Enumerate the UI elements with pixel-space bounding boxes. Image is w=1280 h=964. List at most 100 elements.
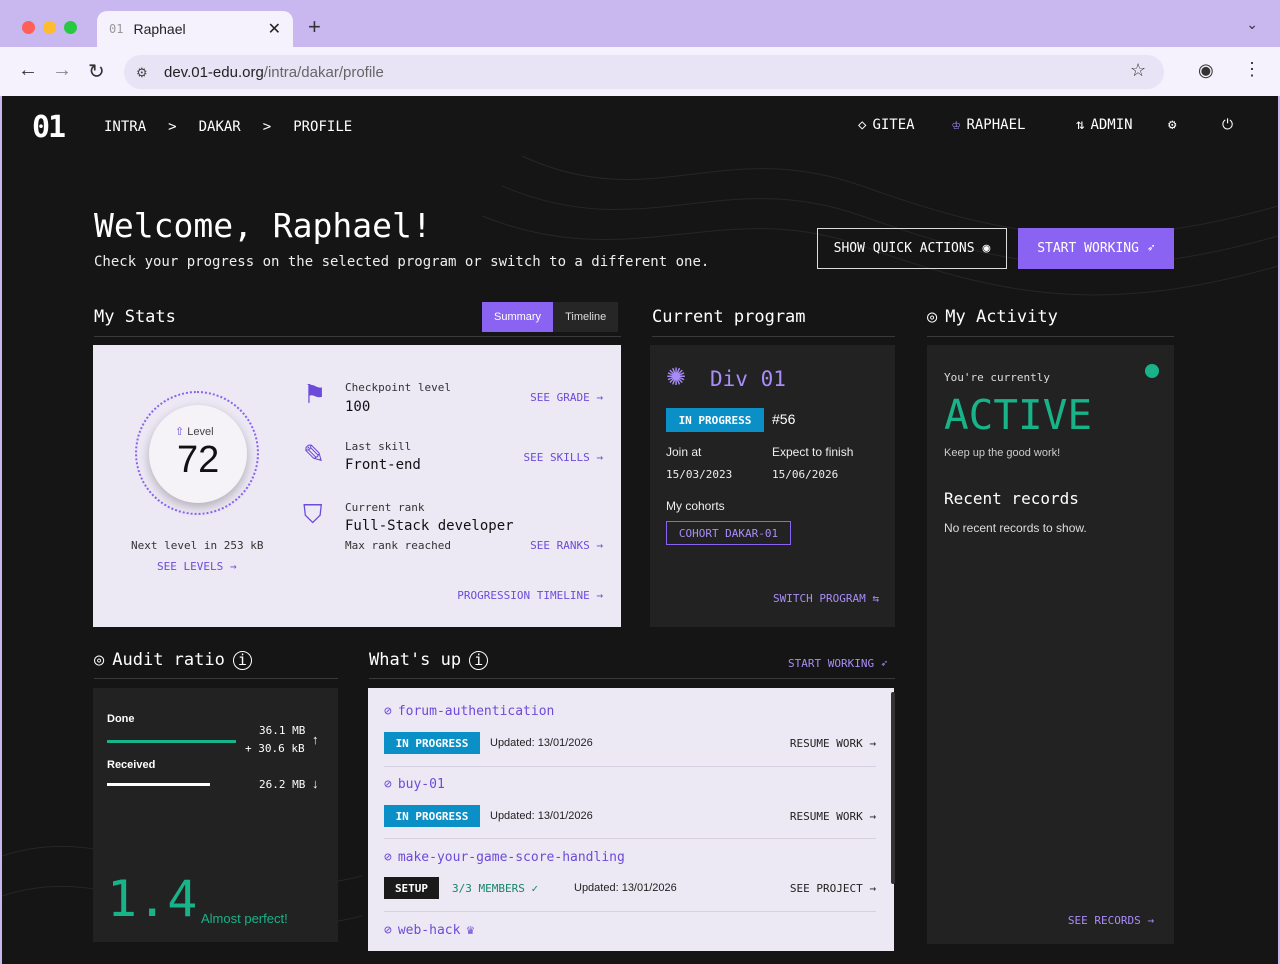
- program-card: ✺ Div 01 IN PROGRESS #56 Join at 15/03/2…: [650, 345, 895, 627]
- whats-up-title: What's up i: [369, 650, 489, 670]
- browser-tab[interactable]: 01 Raphael ✕: [97, 11, 293, 47]
- progression-timeline-link[interactable]: PROGRESSION TIMELINE →: [457, 589, 603, 602]
- list-item: ⊘ make-your-game-score-handling SETUP 3/…: [384, 850, 876, 906]
- see-records-link[interactable]: SEE RECORDS →: [1067, 914, 1154, 927]
- no-records-text: No recent records to show.: [944, 521, 1087, 535]
- top-navigation: 01 INTRA > DAKAR > PROFILE ◇ GITEA ♔ RAP…: [2, 96, 1278, 158]
- browser-menu-icon[interactable]: ⋮: [1243, 59, 1261, 79]
- page-title: Welcome, Raphael!: [94, 206, 432, 245]
- my-stats-title: My Stats: [94, 307, 176, 327]
- tab-list-chevron-icon[interactable]: ⌄: [1246, 16, 1258, 32]
- tools-icon: ✎: [303, 439, 325, 469]
- see-project-link[interactable]: SEE PROJECT →: [789, 882, 876, 895]
- divider: [94, 336, 621, 337]
- whats-up-scrollbar[interactable]: [891, 692, 895, 884]
- address-bar: ← → ↻ dev.01-edu.org/intra/dakar/profile…: [0, 47, 1280, 96]
- tab-number: 01: [109, 22, 124, 36]
- crown-icon: ♛: [466, 923, 475, 938]
- maximize-window-button[interactable]: [64, 21, 77, 34]
- window-controls: [22, 21, 77, 34]
- stats-card: ⇧ Level 72 Next level in 253 kB SEE LEVE…: [93, 345, 621, 627]
- level-progress-ring: [135, 391, 259, 515]
- whats-up-start-working-link[interactable]: START WORKING ➶: [788, 657, 888, 670]
- next-level: Next level in 253 kB: [131, 539, 264, 552]
- project-link[interactable]: ⊘ make-your-game-score-handling: [384, 850, 625, 865]
- cohort-badge[interactable]: COHORT DAKAR-01: [666, 521, 791, 545]
- user-avatar-icon: ♔: [952, 117, 961, 133]
- rank-value: Full-Stack developer: [345, 518, 514, 534]
- breadcrumb: INTRA > DAKAR > PROFILE: [104, 119, 352, 135]
- project-link[interactable]: ⊘ forum-authentication: [384, 704, 554, 719]
- setup-badge: SETUP: [384, 877, 439, 899]
- back-icon[interactable]: ←: [18, 59, 38, 81]
- minimize-window-button[interactable]: [43, 21, 56, 34]
- app-root: 01 INTRA > DAKAR > PROFILE ◇ GITEA ♔ RAP…: [2, 96, 1278, 964]
- bug-icon[interactable]: ⚙: [1168, 117, 1177, 133]
- my-activity-label: My Activity: [945, 307, 1058, 327]
- gitea-label: GITEA: [872, 117, 915, 133]
- page-subtitle: Check your progress on the selected prog…: [94, 254, 710, 270]
- divider: [384, 766, 876, 767]
- see-levels-link[interactable]: SEE LEVELS →: [157, 560, 237, 573]
- reload-icon[interactable]: ↻: [88, 61, 105, 83]
- user-menu[interactable]: ♔ RAPHAEL: [952, 117, 1025, 133]
- finish-date: 15/06/2026: [772, 468, 839, 481]
- activity-state: ACTIVE: [944, 391, 1093, 439]
- level-label-text: Level: [187, 426, 214, 438]
- url-field[interactable]: dev.01-edu.org/intra/dakar/profile: [124, 55, 1164, 89]
- updated-text: Updated: 13/01/2026: [490, 810, 593, 822]
- program-name: Div 01: [710, 367, 786, 391]
- stats-view-toggle: Summary Timeline: [482, 302, 619, 332]
- breadcrumb-profile[interactable]: PROFILE: [293, 119, 353, 135]
- see-skills-link[interactable]: SEE SKILLS →: [523, 451, 603, 464]
- level-label: ⇧ Level: [175, 425, 214, 438]
- logo[interactable]: 01: [32, 110, 66, 145]
- see-grade-link[interactable]: SEE GRADE →: [530, 391, 603, 404]
- resume-work-link[interactable]: RESUME WORK →: [789, 810, 876, 823]
- project-link[interactable]: ⊘ web-hack ♛: [384, 923, 474, 938]
- close-tab-icon[interactable]: ✕: [267, 21, 281, 38]
- compass-icon: ⊘: [384, 777, 392, 792]
- site-settings-icon[interactable]: ⚙: [136, 65, 148, 80]
- members-count: 3/3 MEMBERS ✓: [452, 882, 538, 895]
- start-working-button[interactable]: START WORKING ➶: [1018, 228, 1174, 269]
- profile-icon[interactable]: ◉: [1198, 60, 1214, 80]
- project-link[interactable]: ⊘ buy-01: [384, 777, 445, 792]
- breadcrumb-dakar[interactable]: DAKAR: [198, 119, 241, 135]
- arrow-down-icon: ↓: [312, 776, 319, 791]
- compass-icon: ⊘: [384, 704, 392, 719]
- see-ranks-link[interactable]: SEE RANKS →: [530, 539, 603, 552]
- tab-timeline[interactable]: Timeline: [553, 302, 619, 332]
- check-circle-icon: ✓: [531, 882, 539, 895]
- checkpoint-value: 100: [345, 399, 371, 415]
- rank-note: Max rank reached: [345, 539, 451, 552]
- eye-icon: ◉: [982, 241, 991, 256]
- shield-icon: ⛉: [303, 499, 323, 529]
- resume-work-link[interactable]: RESUME WORK →: [789, 737, 876, 750]
- globe-icon: ◎: [927, 307, 938, 327]
- updated-text: Updated: 13/01/2026: [490, 737, 593, 749]
- power-icon[interactable]: ⏻: [1222, 117, 1234, 133]
- info-icon[interactable]: i: [469, 650, 489, 670]
- divider: [927, 336, 1174, 337]
- flag-icon: ⚑: [303, 379, 327, 409]
- close-window-button[interactable]: [22, 21, 35, 34]
- tab-summary[interactable]: Summary: [482, 302, 554, 332]
- show-quick-actions-button[interactable]: SHOW QUICK ACTIONS ◉: [817, 228, 1007, 269]
- divider: [94, 678, 338, 679]
- audit-ratio-label: Audit ratio: [112, 650, 225, 670]
- info-icon[interactable]: i: [232, 650, 252, 670]
- project-name: make-your-game-score-handling: [397, 850, 625, 865]
- join-label: Join at: [666, 445, 702, 459]
- bookmark-star-icon[interactable]: ☆: [1130, 60, 1147, 80]
- admin-link[interactable]: ⇅ ADMIN: [1076, 117, 1133, 133]
- switch-program-link[interactable]: SWITCH PROGRAM ⇆: [773, 592, 879, 605]
- divider: [384, 911, 876, 912]
- new-tab-icon[interactable]: +: [308, 14, 321, 39]
- currently-label: You're currently: [944, 371, 1050, 384]
- whats-up-label: What's up: [369, 650, 462, 670]
- forward-icon[interactable]: →: [52, 59, 72, 81]
- gitea-link[interactable]: ◇ GITEA: [858, 117, 915, 133]
- gitea-icon: ◇: [858, 117, 867, 133]
- breadcrumb-intra[interactable]: INTRA: [104, 119, 147, 135]
